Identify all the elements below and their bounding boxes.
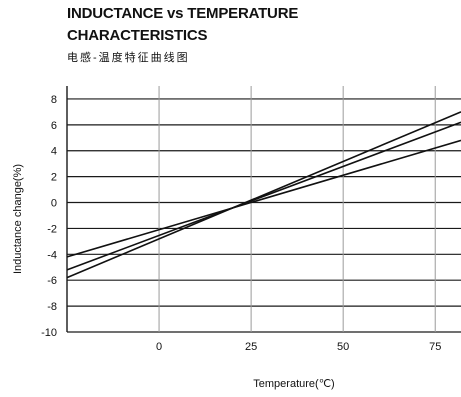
series-line bbox=[66, 121, 461, 271]
y-tick-label: 4 bbox=[51, 146, 57, 158]
x-tick-label: 25 bbox=[245, 341, 257, 353]
y-tick-label: 2 bbox=[51, 172, 57, 184]
x-tick-label: 75 bbox=[429, 341, 441, 353]
y-tick-label: -2 bbox=[47, 223, 57, 235]
y-tick-label: 0 bbox=[51, 198, 57, 210]
x-tick-label: 50 bbox=[337, 341, 349, 353]
y-tick-label: -10 bbox=[41, 327, 57, 339]
y-tick-label: -6 bbox=[47, 275, 57, 287]
y-tick-label: -4 bbox=[47, 249, 57, 261]
x-tick-label: 0 bbox=[156, 341, 162, 353]
x-axis-label: Temperature(℃) bbox=[253, 378, 334, 390]
chart-subtitle: 电感-温度特征曲线图 bbox=[67, 52, 190, 64]
series-line bbox=[66, 139, 461, 258]
chart-title-line-1: INDUCTANCE vs TEMPERATURE bbox=[67, 5, 299, 22]
chart-title-line-2: CHARACTERISTICS bbox=[67, 27, 208, 44]
y-tick-label: -8 bbox=[47, 301, 57, 313]
y-axis-label: Inductance change(%) bbox=[12, 164, 24, 274]
y-tick-label: 6 bbox=[51, 120, 57, 132]
y-tick-label: 8 bbox=[51, 94, 57, 106]
series-line bbox=[66, 111, 461, 279]
